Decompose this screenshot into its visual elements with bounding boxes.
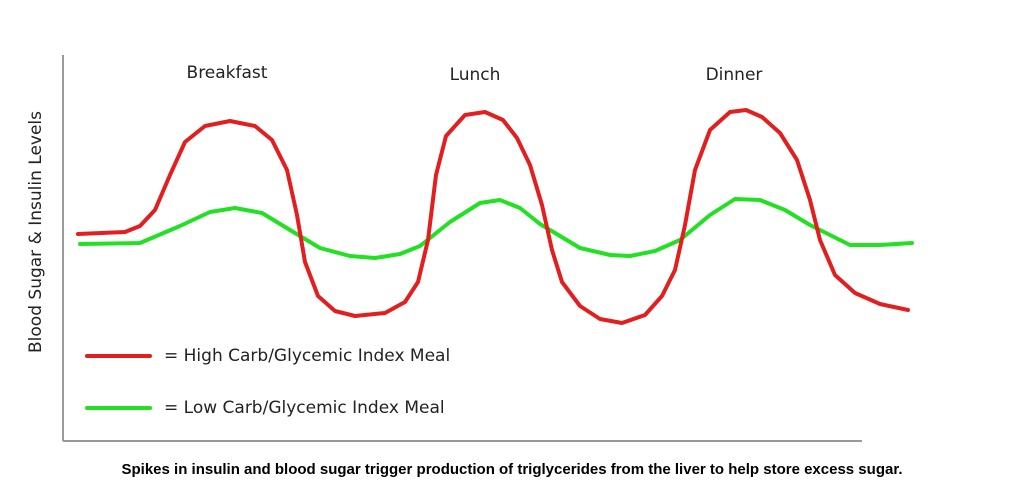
low-carb-curve [78, 197, 914, 260]
legend-label: = Low Carb/Glycemic Index Meal [164, 398, 445, 418]
legend-label: = High Carb/Glycemic Index Meal [164, 346, 450, 366]
y-axis-label: Blood Sugar & Insulin Levels [26, 111, 46, 353]
meal-label: Dinner [706, 65, 763, 85]
meal-label: Breakfast [187, 63, 268, 83]
caption: Spikes in insulin and blood sugar trigge… [122, 461, 903, 478]
high-carb-curve [76, 108, 910, 325]
meal-label: Lunch [450, 65, 501, 85]
